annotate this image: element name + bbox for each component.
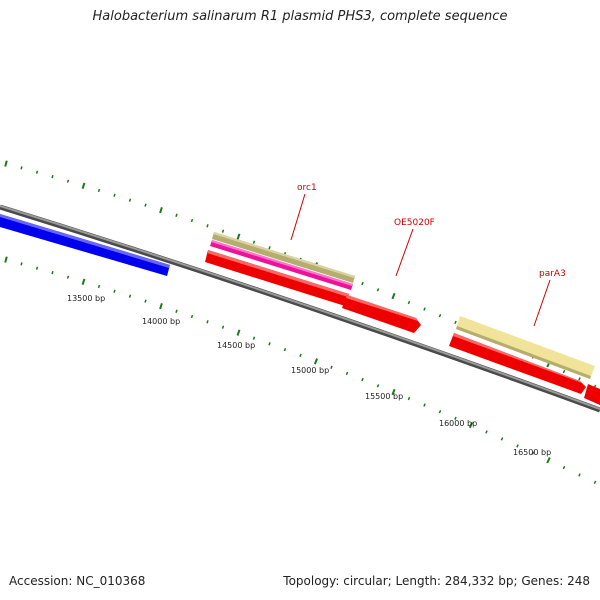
- minor-tick: [97, 284, 101, 289]
- minor-tick: [423, 403, 426, 407]
- minor-tick: [423, 307, 426, 311]
- minor-tick: [407, 396, 411, 401]
- minor-tick: [113, 193, 116, 197]
- major-tick: [4, 160, 8, 167]
- minor-tick: [66, 179, 70, 183]
- minor-tick: [35, 266, 39, 270]
- minor-tick: [221, 325, 225, 329]
- minor-tick: [345, 371, 349, 376]
- major-tick: [81, 182, 86, 189]
- topology-summary: Topology: circular; Length: 284,332 bp; …: [283, 574, 590, 588]
- minor-tick: [35, 170, 39, 174]
- orc1-leader-line: [290, 193, 306, 241]
- minor-tick: [252, 240, 256, 244]
- minor-tick: [175, 309, 178, 313]
- minor-tick: [454, 416, 457, 421]
- forward-gene-feature[interactable]: [205, 250, 349, 306]
- major-tick: [546, 457, 551, 464]
- gene-label-orc1[interactable]: orc1: [297, 183, 317, 193]
- inner-tick-ring: [4, 256, 597, 485]
- minor-tick: [20, 166, 23, 170]
- minor-tick: [299, 353, 302, 358]
- bp-label: 16000 bp: [439, 419, 477, 428]
- para3-leader-line: [533, 279, 551, 327]
- oe5020f-gene-feature[interactable]: [342, 295, 421, 333]
- minor-tick: [578, 473, 581, 477]
- gene-label-para3[interactable]: parA3: [539, 269, 566, 279]
- major-tick: [391, 292, 396, 300]
- major-tick: [236, 233, 241, 240]
- minor-tick: [175, 213, 178, 217]
- minor-tick: [268, 342, 271, 346]
- minor-tick: [97, 188, 101, 193]
- minor-tick: [438, 409, 442, 414]
- forward-gene-feature-2[interactable]: [449, 333, 586, 394]
- minor-tick: [438, 313, 442, 318]
- minor-tick: [361, 377, 364, 382]
- minor-tick: [562, 369, 566, 374]
- minor-tick: [144, 203, 147, 207]
- minor-tick: [485, 430, 488, 434]
- minor-tick: [66, 275, 70, 279]
- bp-label: 15000 bp: [291, 366, 329, 375]
- major-tick: [4, 256, 8, 263]
- accession-text: Accession: NC_010368: [9, 574, 146, 588]
- map-title: Halobacterium salinarum R1 plasmid PHS3,…: [92, 9, 508, 24]
- minor-tick: [51, 271, 54, 275]
- minor-tick: [531, 451, 535, 455]
- major-tick: [81, 278, 86, 285]
- minor-tick: [376, 288, 380, 292]
- oe5020f-leader-line: [395, 228, 414, 277]
- minor-tick: [113, 289, 116, 293]
- minor-tick: [128, 294, 132, 298]
- minor-tick: [283, 347, 287, 352]
- minor-tick: [252, 336, 256, 340]
- bp-label: 16500 bp: [513, 448, 551, 457]
- bp-label: 14500 bp: [217, 341, 255, 350]
- bp-label: 14000 bp: [142, 317, 180, 326]
- gene-label-oe5020f[interactable]: OE5020F: [394, 218, 435, 228]
- major-tick: [468, 421, 474, 429]
- minor-tick: [330, 365, 333, 369]
- minor-tick: [376, 384, 380, 388]
- minor-tick: [190, 314, 194, 319]
- forward-gene-feature-3[interactable]: [584, 384, 600, 405]
- minor-tick: [190, 218, 194, 223]
- para3-gene-feature[interactable]: [456, 316, 595, 379]
- plasmid-backbone: [0, 204, 600, 413]
- major-tick: [159, 302, 163, 310]
- major-tick: [236, 329, 241, 336]
- minor-tick: [144, 299, 147, 303]
- minor-tick: [407, 300, 411, 305]
- minor-tick: [361, 281, 364, 286]
- bp-label: 15500 bp: [365, 392, 403, 401]
- minor-tick: [593, 480, 597, 485]
- minor-tick: [206, 224, 209, 228]
- minor-tick: [20, 262, 23, 266]
- major-tick: [391, 388, 396, 396]
- minor-tick: [516, 444, 519, 448]
- minor-tick: [578, 377, 581, 381]
- minor-tick: [128, 198, 132, 202]
- minor-tick: [221, 229, 225, 233]
- bp-label: 13500 bp: [67, 294, 105, 303]
- minor-tick: [51, 175, 54, 179]
- major-tick: [313, 358, 319, 365]
- major-tick: [159, 206, 163, 214]
- minor-tick: [268, 246, 271, 250]
- minor-tick: [454, 320, 457, 325]
- minor-tick: [500, 437, 504, 441]
- minor-tick: [562, 465, 566, 470]
- minor-tick: [206, 320, 209, 324]
